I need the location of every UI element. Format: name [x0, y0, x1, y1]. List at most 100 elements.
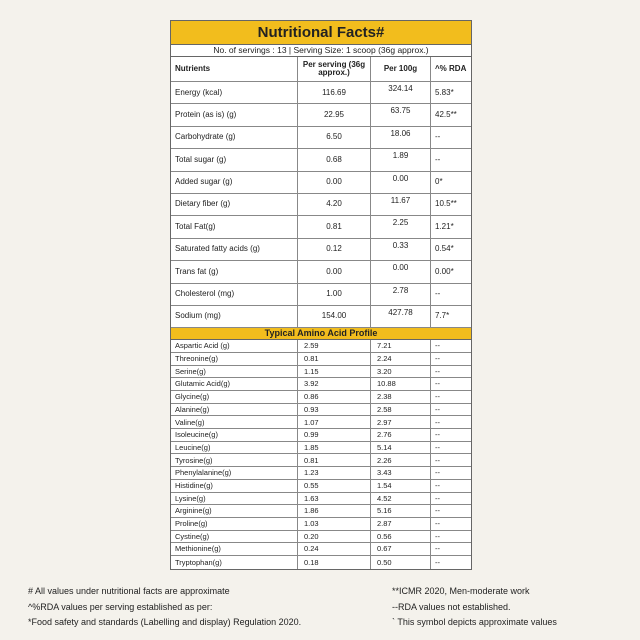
nutrient-name: Alanine(g) — [171, 403, 298, 416]
per-serving-value: 0.55 — [298, 479, 371, 492]
per-serving-value: 0.00 — [298, 261, 371, 283]
rda-value: -- — [435, 430, 440, 440]
per-serving-value: 1.23 — [298, 467, 371, 479]
per-serving-value: 0.12 — [298, 238, 371, 261]
per-serving-value: 0.81 — [298, 352, 371, 365]
nutrient-rows: Energy (kcal) 116.69 324.14 5.83* Protein (a… — [171, 82, 471, 329]
footnote: ` This symbol depicts approximate values — [392, 617, 557, 627]
rda-value: -- — [435, 354, 440, 364]
rda-value: -- — [435, 392, 440, 402]
rda-value: 5.83* — [435, 87, 454, 97]
per-100g-value: 2.38 — [371, 391, 431, 403]
amino-row: Threonine(g) 0.81 2.24 -- — [171, 352, 471, 366]
nutrient-name: Carbohydrate (g) — [171, 126, 298, 149]
nutrient-name: Methionine(g) — [171, 543, 298, 555]
per-100g-value: 2.97 — [371, 416, 431, 429]
nutrient-name: Valine(g) — [171, 416, 298, 429]
nutrient-row: Added sugar (g) 0.00 0.00 0* — [171, 171, 471, 194]
nutrient-name: Glutamic Acid(g) — [171, 378, 298, 391]
table-title: Nutritional Facts# — [171, 21, 471, 45]
rda-value: -- — [435, 531, 440, 541]
per-100g-value: 0.67 — [371, 543, 431, 555]
per-serving-value: 0.68 — [298, 149, 371, 171]
amino-row: Methionine(g) 0.24 0.67 -- — [171, 543, 471, 556]
nutrient-name: Tyrosine(g) — [171, 454, 298, 467]
per-100g-value: 0.56 — [371, 530, 431, 543]
per-serving-value: 1.86 — [298, 505, 371, 517]
per-serving-value: 0.24 — [298, 543, 371, 555]
per-serving-value: 6.50 — [298, 126, 371, 149]
amino-row: Lysine(g) 1.63 4.52 -- — [171, 492, 471, 506]
per-100g-value: 63.75 — [371, 104, 431, 126]
per-100g-value: 4.52 — [371, 492, 431, 505]
per-100g-value: 5.14 — [371, 441, 431, 454]
rda-value: -- — [435, 341, 440, 351]
nutrient-row: Protein (as is) (g) 22.95 63.75 42.5** — [171, 104, 471, 127]
footnote: *Food safety and standards (Labelling an… — [28, 617, 302, 627]
nutrient-name: Dietary fiber (g) — [171, 193, 298, 216]
rda-value: 0.00* — [435, 266, 454, 276]
footnotes-left: # All values under nutritional facts are… — [28, 584, 301, 631]
nutrient-row: Sodium (mg) 154.00 427.78 7.7* — [171, 305, 471, 329]
amino-row: Leucine(g) 1.85 5.14 -- — [171, 441, 471, 455]
per-100g-value: 3.43 — [371, 467, 431, 479]
per-100g-value: 18.06 — [371, 126, 431, 149]
per-100g-value: 0.00 — [371, 261, 431, 283]
per-100g-value: 11.67 — [371, 193, 431, 216]
nutrition-table: Nutritional Facts# No. of servings : 13 … — [170, 20, 472, 570]
footnote: # All values under nutritional facts are… — [28, 586, 230, 596]
per-100g-value: 0.00 — [371, 171, 431, 193]
rda-value: -- — [435, 493, 440, 503]
nutrient-row: Dietary fiber (g) 4.20 11.67 10.5** — [171, 193, 471, 217]
amino-row: Aspartic Acid (g) 2.59 7.21 -- — [171, 340, 471, 353]
amino-row: Tryptophan(g) 0.18 0.50 -- — [171, 555, 471, 569]
nutrient-name: Serine(g) — [171, 365, 298, 378]
per-serving-value: 0.00 — [298, 171, 371, 193]
amino-row: Serine(g) 1.15 3.20 -- — [171, 365, 471, 379]
nutrient-row: Carbohydrate (g) 6.50 18.06 -- — [171, 126, 471, 150]
header-nutrients: Nutrients — [171, 57, 298, 81]
nutrient-name: Energy (kcal) — [171, 82, 298, 104]
nutrient-name: Added sugar (g) — [171, 171, 298, 193]
amino-row: Glutamic Acid(g) 3.92 10.88 -- — [171, 378, 471, 392]
nutrient-name: Leucine(g) — [171, 441, 298, 454]
per-100g-value: 0.50 — [371, 555, 431, 569]
footnotes-right: **ICMR 2020, Men-moderate work --RDA val… — [392, 584, 557, 631]
per-serving-value: 22.95 — [298, 104, 371, 126]
per-100g-value: 5.16 — [371, 505, 431, 517]
per-100g-value: 2.76 — [371, 429, 431, 441]
header-row: Nutrients Per serving (36g approx.) Per … — [171, 57, 471, 82]
nutrient-name: Threonine(g) — [171, 352, 298, 365]
rda-value: 10.5** — [435, 199, 457, 209]
rda-value: -- — [435, 366, 440, 376]
nutrient-row: Total sugar (g) 0.68 1.89 -- — [171, 149, 471, 172]
amino-rows: Aspartic Acid (g) 2.59 7.21 -- Threonine(g) 0… — [171, 340, 471, 569]
nutrient-row: Energy (kcal) 116.69 324.14 5.83* — [171, 82, 471, 105]
per-serving-value: 154.00 — [298, 305, 371, 328]
nutrient-name: Aspartic Acid (g) — [171, 340, 298, 352]
amino-title: Typical Amino Acid Profile — [171, 328, 471, 341]
rda-value: -- — [435, 557, 440, 567]
rda-value: -- — [435, 544, 440, 554]
nutrient-name: Protein (as is) (g) — [171, 104, 298, 126]
header-per-serving: Per serving (36g approx.) — [298, 57, 371, 81]
per-100g-value: 2.78 — [371, 283, 431, 305]
per-serving-value: 1.63 — [298, 492, 371, 505]
amino-row: Glycine(g) 0.86 2.38 -- — [171, 391, 471, 404]
per-100g-value: 324.14 — [371, 82, 431, 104]
header-rda: ^% RDA — [435, 63, 467, 73]
per-100g-value: 427.78 — [371, 305, 431, 328]
per-serving-value: 0.99 — [298, 429, 371, 441]
rda-value: 1.21* — [435, 221, 454, 231]
per-serving-value: 0.18 — [298, 555, 371, 569]
nutrient-name: Saturated fatty acids (g) — [171, 238, 298, 261]
footnote: **ICMR 2020, Men-moderate work — [392, 586, 530, 596]
per-serving-value: 0.81 — [298, 216, 371, 238]
per-serving-value: 0.20 — [298, 530, 371, 543]
per-serving-value: 1.00 — [298, 283, 371, 305]
rda-value: 7.7* — [435, 311, 450, 321]
amino-row: Cystine(g) 0.20 0.56 -- — [171, 530, 471, 544]
rda-value: 42.5** — [435, 109, 457, 119]
nutrient-name: Tryptophan(g) — [171, 555, 298, 569]
amino-row: Histidine(g) 0.55 1.54 -- — [171, 479, 471, 493]
